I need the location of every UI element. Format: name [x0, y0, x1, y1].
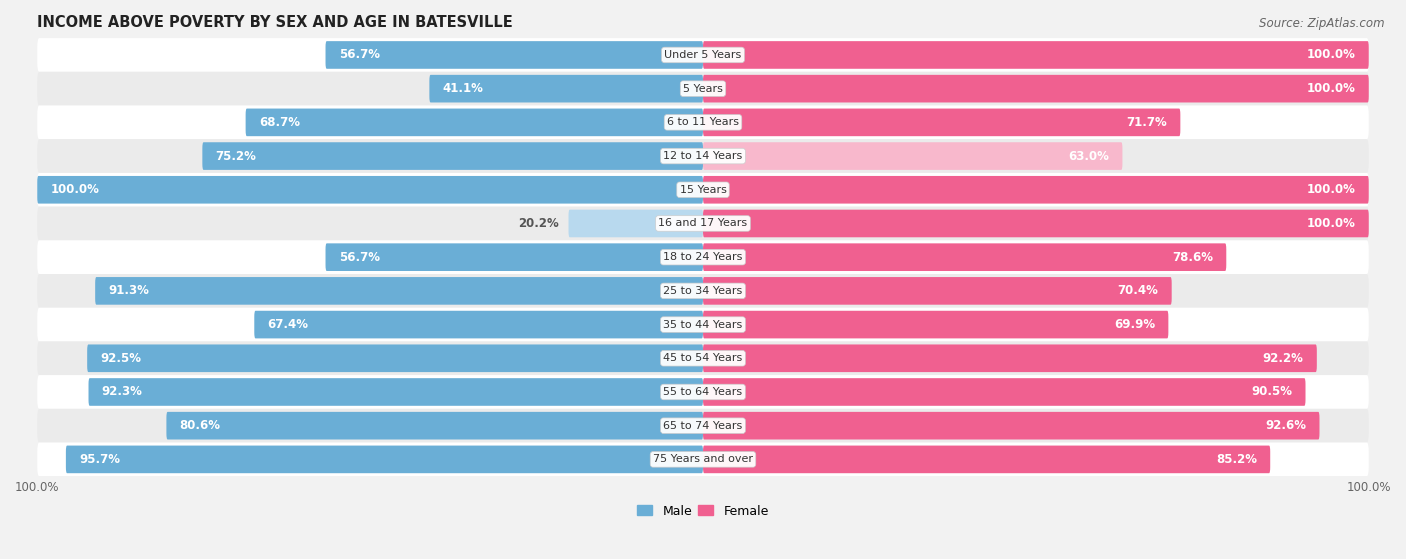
- FancyBboxPatch shape: [703, 176, 1369, 203]
- FancyBboxPatch shape: [568, 210, 703, 237]
- Text: 20.2%: 20.2%: [517, 217, 558, 230]
- Text: 41.1%: 41.1%: [443, 82, 484, 95]
- Text: 100.0%: 100.0%: [51, 183, 100, 196]
- Text: 92.6%: 92.6%: [1265, 419, 1306, 432]
- Text: 67.4%: 67.4%: [267, 318, 308, 331]
- FancyBboxPatch shape: [703, 446, 1270, 473]
- Text: 85.2%: 85.2%: [1216, 453, 1257, 466]
- Text: 65 to 74 Years: 65 to 74 Years: [664, 421, 742, 430]
- Text: 69.9%: 69.9%: [1114, 318, 1156, 331]
- Text: 18 to 24 Years: 18 to 24 Years: [664, 252, 742, 262]
- Text: INCOME ABOVE POVERTY BY SEX AND AGE IN BATESVILLE: INCOME ABOVE POVERTY BY SEX AND AGE IN B…: [37, 15, 513, 30]
- FancyBboxPatch shape: [37, 38, 1369, 72]
- Text: 100.0%: 100.0%: [1306, 82, 1355, 95]
- Text: 56.7%: 56.7%: [339, 49, 380, 61]
- FancyBboxPatch shape: [37, 307, 1369, 342]
- Text: 16 and 17 Years: 16 and 17 Years: [658, 219, 748, 229]
- Text: 100.0%: 100.0%: [1306, 49, 1355, 61]
- FancyBboxPatch shape: [202, 142, 703, 170]
- FancyBboxPatch shape: [246, 108, 703, 136]
- Text: 100.0%: 100.0%: [1306, 183, 1355, 196]
- Text: 75.2%: 75.2%: [215, 150, 256, 163]
- Text: 78.6%: 78.6%: [1173, 250, 1213, 264]
- Text: 56.7%: 56.7%: [339, 250, 380, 264]
- FancyBboxPatch shape: [96, 277, 703, 305]
- FancyBboxPatch shape: [429, 75, 703, 102]
- Text: 55 to 64 Years: 55 to 64 Years: [664, 387, 742, 397]
- Text: 71.7%: 71.7%: [1126, 116, 1167, 129]
- FancyBboxPatch shape: [703, 210, 1369, 237]
- FancyBboxPatch shape: [703, 41, 1369, 69]
- FancyBboxPatch shape: [703, 378, 1306, 406]
- FancyBboxPatch shape: [37, 106, 1369, 139]
- FancyBboxPatch shape: [703, 277, 1171, 305]
- Text: 75 Years and over: 75 Years and over: [652, 454, 754, 465]
- FancyBboxPatch shape: [703, 243, 1226, 271]
- Text: Under 5 Years: Under 5 Years: [665, 50, 741, 60]
- Text: 92.2%: 92.2%: [1263, 352, 1303, 365]
- Text: 6 to 11 Years: 6 to 11 Years: [666, 117, 740, 127]
- FancyBboxPatch shape: [703, 108, 1181, 136]
- Text: 35 to 44 Years: 35 to 44 Years: [664, 320, 742, 330]
- FancyBboxPatch shape: [89, 378, 703, 406]
- Text: 25 to 34 Years: 25 to 34 Years: [664, 286, 742, 296]
- FancyBboxPatch shape: [703, 344, 1317, 372]
- FancyBboxPatch shape: [87, 344, 703, 372]
- Text: 80.6%: 80.6%: [180, 419, 221, 432]
- Text: 91.3%: 91.3%: [108, 285, 149, 297]
- FancyBboxPatch shape: [37, 176, 703, 203]
- FancyBboxPatch shape: [37, 274, 1369, 307]
- Text: 12 to 14 Years: 12 to 14 Years: [664, 151, 742, 161]
- FancyBboxPatch shape: [37, 375, 1369, 409]
- Legend: Male, Female: Male, Female: [633, 500, 773, 523]
- Text: 5 Years: 5 Years: [683, 84, 723, 94]
- FancyBboxPatch shape: [326, 243, 703, 271]
- Text: 92.3%: 92.3%: [101, 386, 142, 399]
- Text: 95.7%: 95.7%: [79, 453, 120, 466]
- Text: 70.4%: 70.4%: [1118, 285, 1159, 297]
- FancyBboxPatch shape: [66, 446, 703, 473]
- FancyBboxPatch shape: [37, 173, 1369, 207]
- FancyBboxPatch shape: [37, 409, 1369, 443]
- FancyBboxPatch shape: [703, 75, 1369, 102]
- FancyBboxPatch shape: [326, 41, 703, 69]
- FancyBboxPatch shape: [703, 311, 1168, 338]
- Text: 68.7%: 68.7%: [259, 116, 299, 129]
- FancyBboxPatch shape: [37, 342, 1369, 375]
- Text: 90.5%: 90.5%: [1251, 386, 1292, 399]
- FancyBboxPatch shape: [254, 311, 703, 338]
- FancyBboxPatch shape: [166, 412, 703, 439]
- FancyBboxPatch shape: [703, 142, 1122, 170]
- FancyBboxPatch shape: [37, 240, 1369, 274]
- FancyBboxPatch shape: [37, 207, 1369, 240]
- Text: 45 to 54 Years: 45 to 54 Years: [664, 353, 742, 363]
- Text: 63.0%: 63.0%: [1069, 150, 1109, 163]
- Text: Source: ZipAtlas.com: Source: ZipAtlas.com: [1260, 17, 1385, 30]
- Text: 100.0%: 100.0%: [1306, 217, 1355, 230]
- Text: 15 Years: 15 Years: [679, 185, 727, 195]
- FancyBboxPatch shape: [703, 412, 1319, 439]
- FancyBboxPatch shape: [37, 72, 1369, 106]
- FancyBboxPatch shape: [37, 443, 1369, 476]
- Text: 92.5%: 92.5%: [100, 352, 142, 365]
- FancyBboxPatch shape: [37, 139, 1369, 173]
